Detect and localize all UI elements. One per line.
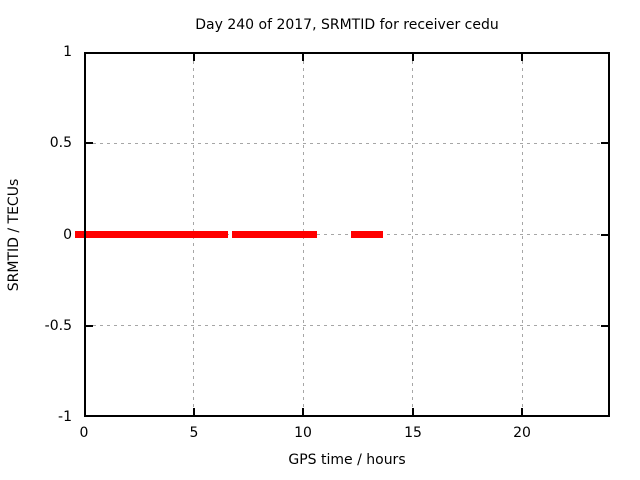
- chart-title: Day 240 of 2017, SRMTID for receiver ced…: [195, 17, 499, 33]
- x-tick-label: 10: [294, 425, 312, 441]
- tick-mark-bottom: [521, 408, 524, 415]
- tick-mark-top: [192, 54, 195, 61]
- tick-mark-top: [302, 54, 305, 61]
- y-tick-label: 0.5: [49, 135, 72, 151]
- y-tick-label: -1: [58, 409, 72, 425]
- x-axis-label: GPS time / hours: [288, 452, 406, 468]
- tick-mark-top: [411, 54, 414, 61]
- tick-mark-bottom: [411, 408, 414, 415]
- y-tick-label: -0.5: [44, 318, 72, 334]
- tick-mark-right: [601, 233, 608, 236]
- plot-border-left: [84, 52, 86, 417]
- x-tick-label: 15: [404, 425, 422, 441]
- tick-mark-top: [521, 54, 524, 61]
- tick-mark-left: [86, 324, 93, 327]
- plot-border-top: [84, 52, 610, 54]
- plot-border-right: [608, 52, 610, 417]
- x-tick-label: 5: [189, 425, 199, 441]
- gridline-horizontal: [86, 234, 608, 235]
- gridline-horizontal: [86, 142, 608, 144]
- gridline-horizontal: [86, 325, 608, 327]
- y-tick-label: 0: [63, 227, 72, 243]
- plot-border-bottom: [84, 415, 610, 417]
- y-tick-label: 1: [63, 44, 72, 60]
- data-segment: [231, 231, 318, 238]
- data-segment: [351, 231, 384, 238]
- plot-area: [75, 52, 610, 417]
- tick-mark-bottom: [302, 408, 305, 415]
- tick-mark-bottom: [192, 408, 195, 415]
- tick-mark-left: [86, 142, 93, 145]
- x-tick-label: 0: [79, 425, 89, 441]
- data-segment: [75, 231, 228, 238]
- tick-mark-right: [601, 324, 608, 327]
- tick-mark-right: [601, 142, 608, 145]
- x-tick-label: 20: [513, 425, 531, 441]
- y-axis-label: SRMTID / TECUs: [6, 178, 22, 292]
